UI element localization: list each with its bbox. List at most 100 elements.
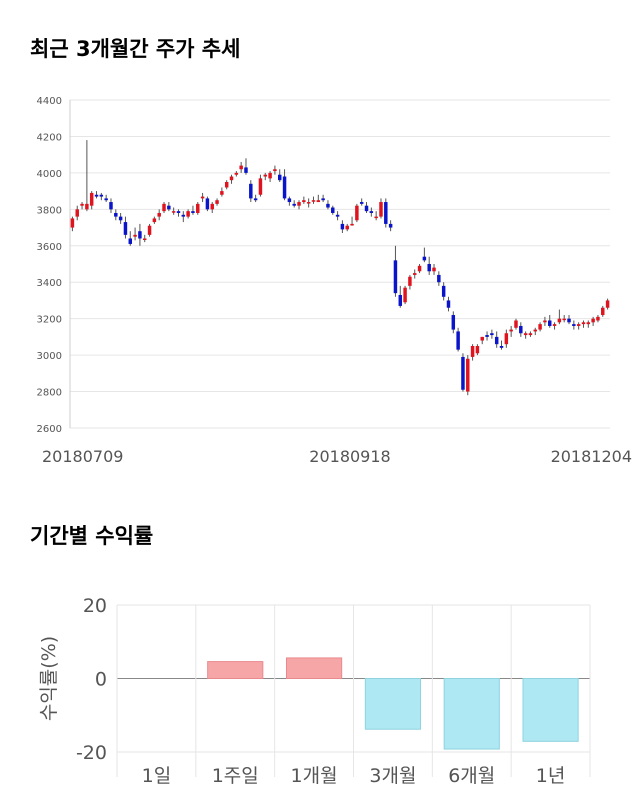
candle-body [384,202,388,224]
candle-body [475,346,480,354]
candle-body [437,274,441,283]
candle-body [205,198,210,210]
candle-body [369,211,374,213]
x-tick-label: 20180709 [42,447,123,466]
y-tick-label: 4000 [37,169,62,180]
x-category-label: 1개월 [291,765,338,787]
return-bar [522,678,579,742]
candle-body [359,202,364,204]
candle-body [181,214,186,217]
candle-body [89,192,94,206]
candle-body [408,276,412,286]
candle-body [412,273,417,275]
y-tick-label: 3000 [37,351,62,362]
candle-body [466,358,470,392]
candle-body [461,356,465,390]
candle-body [104,198,108,201]
candle-body [490,333,494,336]
return-bar [207,661,264,679]
candle-body [586,322,591,325]
candle-body [494,336,499,345]
candle-body [552,324,557,326]
candle-body [220,191,224,195]
candle-body [562,318,566,321]
candle-body [171,211,176,213]
x-tick-label: 20181204 [551,447,632,466]
x-category-label: 3개월 [369,765,416,787]
y-tick-label: 4400 [37,96,62,107]
candle-body [109,202,113,210]
candle-body [94,194,99,197]
candle-body [167,205,171,210]
candle-body [331,207,335,213]
candle-body [244,167,248,173]
candle-body [311,200,316,202]
candle-body [581,322,586,325]
returns-chart-title: 기간별 수익률 [30,524,154,548]
candle-body [355,205,359,221]
candle-body [297,202,301,206]
candle-body [533,329,538,332]
candlestick-chart: 2600 2800 3000 3200 3400 3600 3800 4000 4200 4400… [37,96,632,466]
candle-body [253,198,258,201]
candle-body [528,333,533,336]
y-tick-label: -20 [76,742,107,764]
candle-body [504,333,509,345]
candle-body [142,238,147,240]
candle-body [499,346,504,348]
candle-body [441,285,446,297]
candle-body [80,203,84,206]
candle-body [547,320,552,326]
candle-body [123,222,128,235]
candle-body [470,346,475,357]
candle-body [364,205,369,212]
y-tick-label: 2600 [37,424,62,435]
y-tick-label: 4200 [37,132,62,143]
candle-body [287,198,292,203]
x-category-label: 1년 [536,765,566,787]
candle-body [268,172,272,179]
return-bar [364,678,422,730]
candle-body [345,225,349,230]
candle-body [152,218,157,223]
y-tick-label: 3200 [37,315,62,326]
candle-body [196,203,200,213]
candle-body [388,223,393,228]
candle-body [128,238,133,244]
candle-body [282,176,287,199]
candle-body [186,211,190,217]
candle-body [393,260,398,294]
candle-body [210,203,214,210]
y-tick-label: 0 [95,669,107,691]
candle-body [601,307,605,316]
candle-body [514,320,518,328]
candle-body [85,203,89,210]
y-tick-label: 3800 [37,205,62,216]
candle-body [456,331,460,350]
candle-body [321,198,325,201]
price-chart-title: 최근 3개월간 주가 추세 [30,37,241,61]
y-tick-label: 3600 [37,242,62,253]
candle-body [70,218,75,228]
x-tick-label: 20180918 [309,447,390,466]
y-axis-label: 수익률(%) [38,636,60,721]
candle-body [258,178,263,195]
candle-body [234,172,239,175]
return-bar [285,657,343,679]
candle-body [229,176,234,181]
candle-body [557,318,562,323]
candle-body [215,200,219,204]
candle-body [118,216,123,221]
x-category-label: 1주일 [212,765,259,787]
candle-body [316,200,321,203]
candle-body [374,216,378,219]
candle-body [427,264,431,272]
y-tick-label: 3400 [37,278,62,289]
candle-body [277,174,282,181]
x-category-label: 1일 [142,765,172,787]
candle-body [379,202,383,217]
candle-body [567,318,571,323]
candle-body [176,211,181,213]
candle-body [398,294,403,306]
